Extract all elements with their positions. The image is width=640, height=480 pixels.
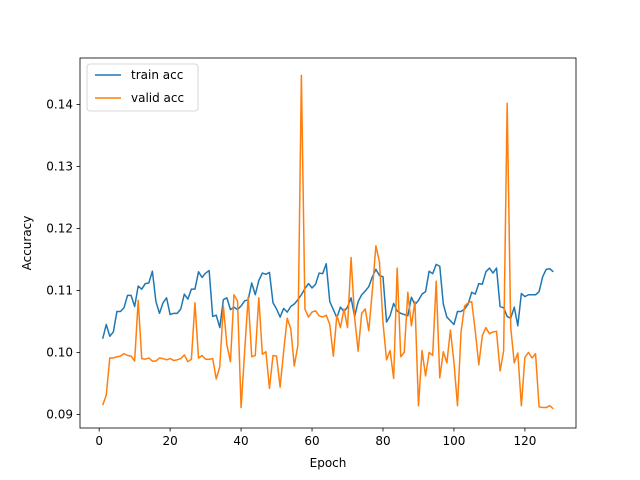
y-tick-label: 0.10: [46, 345, 73, 359]
x-tick-label: 60: [304, 434, 319, 448]
y-tick-label: 0.13: [46, 159, 73, 173]
x-tick-label: 80: [375, 434, 390, 448]
x-tick-label: 120: [513, 434, 536, 448]
x-tick-label: 0: [95, 434, 103, 448]
y-tick-label: 0.11: [46, 283, 73, 297]
series-line-train-acc: [101, 263, 554, 339]
y-tick-label: 0.14: [46, 97, 73, 111]
x-tick-label: 20: [162, 434, 177, 448]
series-line-valid-acc: [102, 74, 554, 410]
y-tick-label: 0.09: [46, 407, 73, 421]
x-tick-label: 100: [442, 434, 465, 448]
y-axis-label: Accuracy: [20, 216, 34, 271]
legend-label-valid-acc: valid acc: [131, 91, 184, 105]
x-axis-label: Epoch: [310, 456, 347, 470]
x-tick-label: 40: [233, 434, 248, 448]
legend: train acc valid acc: [86, 63, 199, 112]
x-axis: 0 20 40 60 80 100 120: [95, 428, 536, 448]
axes-frame: [79, 57, 577, 429]
plot-area: [101, 74, 554, 410]
y-axis: 0.09 0.10 0.11 0.12 0.13 0.14: [46, 97, 80, 421]
y-tick-label: 0.12: [46, 221, 73, 235]
legend-label-train-acc: train acc: [131, 68, 183, 82]
